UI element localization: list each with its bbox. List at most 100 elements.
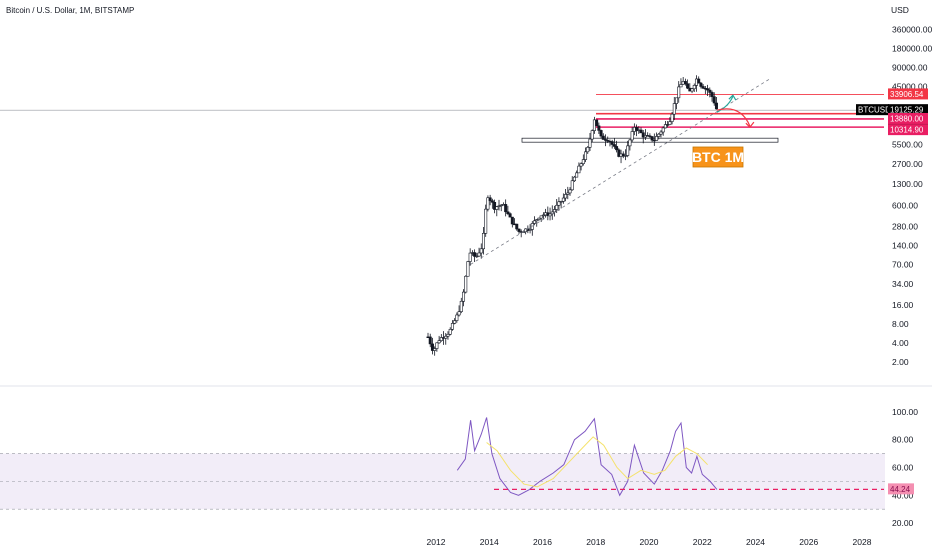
price-tick-label: 360000.00 [892,24,932,34]
candle-body [612,144,616,147]
price-tick-label: 600.00 [892,200,918,210]
candle-body [428,336,432,345]
bearish-arrow [716,108,751,127]
price-tick-label: 280.00 [892,221,918,231]
candle-body [672,103,676,115]
candle-body [615,146,619,151]
candle-body [557,201,561,206]
candle-body [561,197,565,202]
candle-body [435,342,439,349]
candle-body [555,204,559,210]
bullish-arrow [716,95,734,113]
candle-body [473,252,477,257]
rsi-tick-label: 40.00 [892,490,914,500]
candle-body [493,202,497,210]
candle-body [686,83,690,89]
rsi-tick-label: 80.00 [892,435,914,445]
annotation-label: BTC 1M [692,149,744,165]
price-tick-label: 70.00 [892,259,914,269]
price-tick-label: 2.00 [892,357,909,367]
price-tag-label: 10314.90 [890,126,924,135]
rsi-tick-label: 20.00 [892,518,914,528]
price-tick-label: 2700.00 [892,159,923,169]
candle-body [630,131,634,141]
candle-body [679,84,683,88]
candle-body [606,140,610,142]
candle-body [559,201,563,203]
candle-body [577,165,581,174]
candle-body [621,153,625,157]
annotation-box [692,146,744,168]
candle-body [604,139,608,141]
candle-body [444,335,448,339]
time-axis: 2012 2014 2016 2018 2020 2022 2024 2026 2028 [427,537,872,547]
price-tag-label: 13880.00 [890,114,924,123]
bullish-arrowhead [728,94,737,101]
price-tick-label: 140.00 [892,240,918,250]
candle-body [475,255,479,258]
candle-body [506,211,510,214]
candle-body [692,85,696,90]
candle-body [706,88,710,91]
candle-body [430,343,434,351]
candle-body [699,82,703,87]
candle-body [497,205,501,207]
candle-body [586,147,590,153]
rsi-band [0,453,885,510]
candle-body [663,124,667,129]
candle-body [568,189,572,194]
price-tag-label: 19125.29 [890,106,924,115]
candle-body [484,208,488,234]
price-tag-bg [888,88,928,100]
candle-body [617,149,621,157]
price-tick-label: 5500.00 [892,139,923,149]
candle-body [635,127,639,131]
price-tag-label: 33906.54 [890,90,924,99]
price-tag-label: BTCUSD [858,106,891,115]
time-tick-label: 2022 [693,537,712,547]
price-tick-label: 45000.00 [892,82,928,92]
candle-body [626,145,630,156]
candle-body [481,233,485,250]
rsi-series-line [486,436,708,488]
candle-body [588,138,592,148]
candle-body [515,223,519,230]
price-tick-label: 4.00 [892,338,909,348]
time-tick-label: 2024 [746,537,765,547]
candle-body [666,124,670,126]
candle-body [668,121,672,125]
time-tick-label: 2014 [480,537,499,547]
time-tick-label: 2016 [533,537,552,547]
price-tick-label: 16.00 [892,300,914,310]
time-tick-label: 2026 [799,537,818,547]
price-candles [426,75,718,356]
support-zone [521,137,779,143]
candle-body [462,291,466,302]
price-tags: 33906.54BTCUSD19125.2908:07:4613880.0010… [856,88,928,136]
candle-body [675,97,679,104]
price-tick-label: 8.00 [892,319,909,329]
candle-body [659,131,663,135]
candle-body [433,348,437,351]
candle-body [517,228,521,232]
candle-body [610,141,614,145]
currency-label: USD [891,5,909,15]
candle-body [488,197,492,202]
candle-body [541,214,545,217]
rsi-tick-label: 60.00 [892,462,914,472]
candle-body [628,139,632,147]
candle-body [677,86,681,99]
candle-body [528,229,532,231]
price-tag-bg [888,112,928,124]
candle-body [655,136,659,141]
candle-body [548,213,552,217]
candle-body [439,337,443,341]
candle-body [477,252,481,257]
rsi-tag-label: 44.24 [890,485,911,494]
candle-body [495,206,499,210]
candle-body [590,130,594,140]
candle-body [437,340,441,344]
btc-annotation: BTC 1M [692,146,744,168]
candle-body [697,78,701,84]
